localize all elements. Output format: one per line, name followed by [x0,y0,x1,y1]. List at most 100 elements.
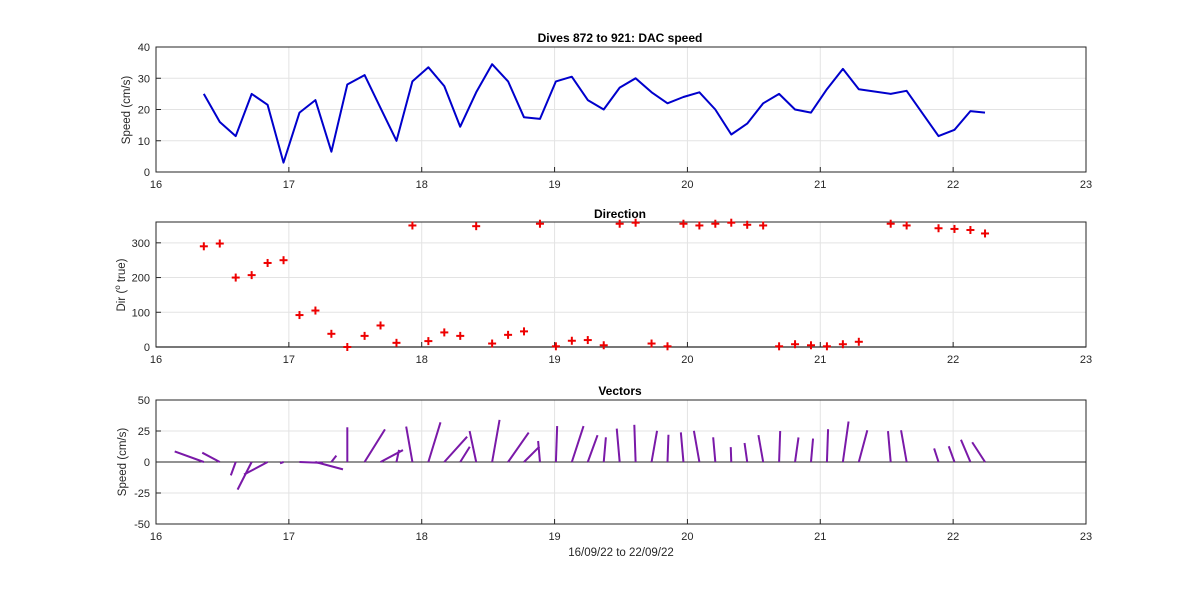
vectors-x-tick-label: 23 [1080,531,1092,543]
vector-stick [778,430,782,463]
direction-y-label-tail: true) [116,258,128,285]
direction-x-tick-label: 16 [150,354,162,366]
vectors-y-tick-label: -25 [134,488,150,500]
vectors-panel: Vectors 16 17 18 19 20 21 22 23 -50 -25 0 25 50 Spee… [117,384,1092,559]
direction-y-axis-label: Dir (o true) [113,258,128,311]
vectors-chart-title: Vectors [598,384,642,398]
vector-stick [174,450,205,463]
vectors-y-tick-label: -50 [134,519,150,531]
vector-stick [570,425,585,463]
vectors-x-tick-label: 16 [150,531,162,543]
vectors-x-tick-label: 20 [681,531,693,543]
direction-x-tick-label: 20 [681,354,693,366]
direction-point [663,342,672,351]
direction-point [806,341,815,350]
direction-point [311,306,320,315]
vector-stick [900,430,908,463]
direction-point [295,311,304,320]
vectors-x-tick-label: 17 [283,531,295,543]
direction-point [886,219,895,228]
vectors-x-axis-label: 16/09/22 to 22/09/22 [568,547,674,559]
direction-point [966,225,975,234]
vectors-y-tick-label: 0 [144,457,150,469]
direction-point [631,218,640,227]
vector-stick [554,426,559,463]
speed-x-tick-label: 20 [681,179,693,191]
direction-y-tick-label: 0 [144,342,150,354]
direction-point [854,337,863,346]
vector-stick [468,430,478,463]
direction-x-tick-label: 18 [416,354,428,366]
direction-x-tick-label: 19 [548,354,560,366]
vector-stick [729,447,733,463]
direction-point [567,336,576,345]
direction-point [902,221,911,230]
direction-panel: Direction 16 17 18 19 20 21 22 23 0 100 200 300 Dir… [113,207,1092,366]
vector-stick [279,461,284,465]
vectors-y-axis-label: Speed (cm/s) [117,428,129,497]
direction-point [343,343,352,351]
direction-point [711,219,720,228]
vector-stick [615,428,621,463]
vector-stick [236,461,253,491]
direction-point [679,219,688,228]
vector-stick [794,437,800,463]
direction-point [456,331,465,340]
vector-stick [841,421,850,463]
direction-series [199,218,990,351]
speed-x-tick-label: 17 [283,179,295,191]
direction-point [440,328,449,337]
vector-stick [243,461,269,476]
speed-x-tick-label: 19 [548,179,560,191]
direction-point [791,340,800,349]
vector-stick [459,446,471,463]
direction-point [775,342,784,351]
speed-panel: Dives 872 to 921: DAC speed 16 17 18 19 20 21… [121,31,1092,191]
direction-point [981,229,990,238]
speed-y-axis-label: Speed (cm/s) [121,76,133,145]
direction-point [424,337,433,346]
speed-y-tick-label: 10 [138,136,150,148]
speed-gridlines [155,46,1087,173]
speed-x-tick-label: 18 [416,179,428,191]
speed-x-tick-label: 21 [814,179,826,191]
vector-stick [395,449,401,463]
direction-y-label-superscript: o [113,285,122,290]
vector-stick [650,430,659,463]
vector-stick [757,434,765,463]
vectors-x-tick-label: 18 [416,531,428,543]
vector-stick [229,461,237,476]
vector-stick [315,461,344,471]
direction-x-tick-label: 22 [947,354,959,366]
vector-stick [523,445,541,463]
direction-chart-title: Direction [594,207,646,221]
vector-stick [825,429,830,463]
vector-stick [427,421,442,463]
direction-axes-frame [155,221,1087,348]
direction-point [615,219,624,228]
speed-line [202,63,986,164]
speed-chart-title: Dives 872 to 921: DAC speed [538,31,703,45]
direction-point [376,321,385,330]
direction-tick-labels: 16 17 18 19 20 21 22 23 0 100 200 300 [132,238,1092,366]
direction-point [247,271,256,280]
vector-stick [857,430,869,463]
vectors-series [174,419,986,491]
direction-point [199,242,208,251]
vector-stick [692,430,701,463]
direction-point [392,338,401,347]
direction-point [360,331,369,340]
vectors-x-tick-label: 22 [947,531,959,543]
vectors-tick-labels: 16 17 18 19 20 21 22 23 -50 -25 0 25 50 [134,395,1092,543]
vector-stick [679,432,685,463]
vectors-x-tick-label: 19 [548,531,560,543]
direction-point [279,256,288,265]
direction-point [327,329,336,338]
direction-point [488,339,497,348]
vectors-y-tick-label: 25 [138,426,150,438]
speed-x-tick-label: 22 [947,179,959,191]
direction-y-tick-label: 300 [132,238,150,250]
vector-stick [971,441,986,463]
direction-x-tick-label: 23 [1080,354,1092,366]
speed-tick-labels: 16 17 18 19 20 21 22 23 0 10 20 30 40 [138,42,1092,191]
